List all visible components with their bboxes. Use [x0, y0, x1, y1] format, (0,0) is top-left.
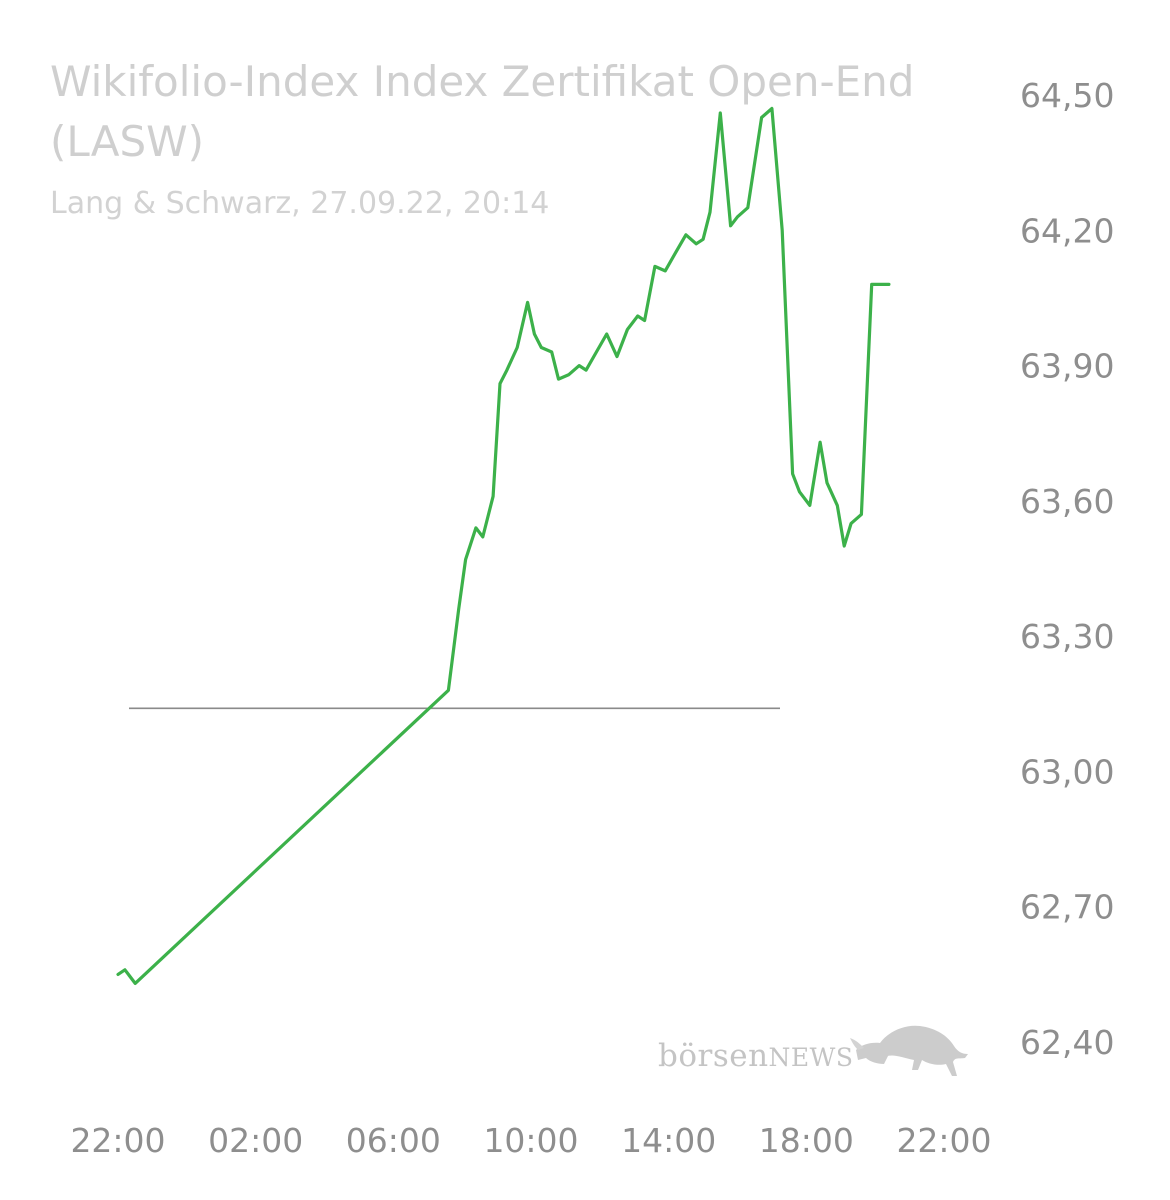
x-tick-label: 06:00 — [346, 1121, 441, 1160]
boersennews-watermark: börsenNEWS — [658, 1018, 978, 1088]
x-tick-label: 02:00 — [208, 1121, 303, 1160]
chart-subtitle: Lang & Schwarz, 27.09.22, 20:14 — [50, 186, 550, 221]
x-tick-label: 10:00 — [483, 1121, 578, 1160]
series-line-0 — [116, 106, 891, 986]
bull-icon — [850, 1025, 968, 1076]
y-tick-label: 64,20 — [1020, 211, 1114, 250]
watermark-suffix: NEWS — [768, 1043, 854, 1072]
watermark-prefix: börsen — [658, 1038, 769, 1074]
x-tick-label: 22:00 — [896, 1121, 991, 1160]
y-tick-label: 63,30 — [1020, 617, 1114, 656]
y-tick-label: 62,70 — [1020, 888, 1114, 927]
y-tick-label: 62,40 — [1020, 1023, 1114, 1062]
watermark-logo-text: börsenNEWS — [658, 1038, 854, 1074]
chart-title: Wikifolio-Index Index Zertifikat Open-En… — [50, 57, 915, 166]
x-tick-label: 22:00 — [70, 1121, 165, 1160]
y-tick-label: 63,90 — [1020, 347, 1114, 386]
y-tick-label: 63,00 — [1020, 752, 1114, 791]
y-tick-label: 64,50 — [1020, 76, 1114, 115]
y-tick-label: 63,60 — [1020, 482, 1114, 521]
x-tick-label: 14:00 — [621, 1121, 716, 1160]
x-tick-label: 18:00 — [759, 1121, 854, 1160]
